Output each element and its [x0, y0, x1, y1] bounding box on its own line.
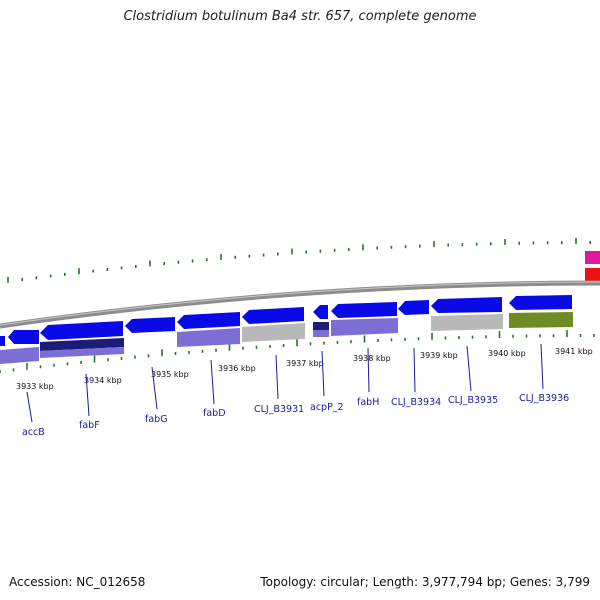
leader-line: [367, 347, 370, 393]
magenta-feature[interactable]: [585, 251, 600, 264]
feature-bar-CLJ_B3931[interactable]: [242, 323, 305, 342]
leader-line: [85, 373, 90, 417]
leader-line: [275, 354, 279, 400]
leader-line: [26, 391, 33, 423]
gene-label-CLJ_B3936[interactable]: CLJ_B3936: [519, 393, 569, 404]
kbp-label: 3938 kbp: [353, 354, 391, 363]
genome-summary-text: Topology: circular; Length: 3,977,794 bp…: [260, 575, 590, 589]
gene-label-accB[interactable]: accB: [22, 427, 45, 438]
kbp-scale-ticks: [0, 330, 595, 373]
gene-label-acpP_2[interactable]: acpP_2: [310, 402, 344, 413]
leader-line: [321, 350, 325, 397]
gc-skew-ticks: [7, 238, 592, 283]
leader-line: [466, 345, 472, 392]
gene-label-fabH[interactable]: fabH: [357, 397, 379, 408]
gene-arrow-accB[interactable]: [0, 336, 5, 346]
map-title: Clostridium botulinum Ba4 str. 657, comp…: [123, 9, 477, 24]
cds-bar-fabH[interactable]: [331, 318, 398, 336]
feature-bars: [0, 312, 573, 364]
accession-text: Accession: NC_012658: [9, 575, 146, 589]
gene-label-fabG[interactable]: fabG: [145, 414, 168, 425]
kbp-label: 3937 kbp: [286, 359, 324, 368]
gene-arrows: [0, 295, 572, 346]
gene-arrow-fabH[interactable]: [331, 302, 397, 318]
kbp-label: 3936 kbp: [218, 364, 256, 373]
cds-bar-acpP_2[interactable]: [313, 330, 329, 337]
feature-bar-CLJ_B3936[interactable]: [509, 312, 573, 328]
gene-label-fabF[interactable]: fabF: [79, 420, 100, 431]
gene-label-CLJ_B3934[interactable]: CLJ_B3934: [391, 397, 441, 408]
leader-line: [210, 359, 215, 405]
cds-bar-accB[interactable]: [0, 347, 39, 364]
leader-line: [540, 343, 544, 390]
gene-arrow-CLJ_B3935[interactable]: [431, 297, 502, 313]
gene-arrow-fabG[interactable]: [125, 317, 175, 333]
kbp-label: 3935 kbp: [151, 370, 189, 379]
gene-leader-lines: [26, 343, 544, 423]
kbp-label: 3941 kbp: [555, 347, 593, 356]
gene-label-CLJ_B3935[interactable]: CLJ_B3935: [448, 395, 498, 406]
gene-arrow-CLJ_B3934[interactable]: [398, 300, 429, 315]
gene-arrow-accB-2[interactable]: [8, 330, 39, 344]
gene-arrow-fabF[interactable]: [40, 321, 123, 340]
gene-label-CLJ_B3931[interactable]: CLJ_B3931: [254, 404, 304, 415]
kbp-label: 3933 kbp: [16, 382, 54, 391]
red-feature[interactable]: [585, 268, 600, 281]
kbp-label: 3940 kbp: [488, 349, 526, 358]
kbp-labels: 3933 kbp 3934 kbp 3935 kbp 3936 kbp 3937…: [16, 347, 593, 391]
kbp-label: 3934 kbp: [84, 376, 122, 385]
leader-line: [151, 366, 158, 410]
gene-arrow-CLJ_B3931[interactable]: [242, 307, 304, 324]
gene-labels: accB fabF fabG fabD CLJ_B3931 acpP_2 fab…: [22, 393, 569, 438]
gene-arrow-fabD[interactable]: [177, 312, 240, 329]
feature-bar-CLJ_B3935[interactable]: [431, 314, 503, 331]
cds-bar-fabD[interactable]: [177, 328, 240, 347]
genome-backbone-highlight: [0, 281, 600, 326]
gene-label-fabD[interactable]: fabD: [203, 408, 226, 419]
gene-arrow-acpP_2[interactable]: [313, 305, 328, 319]
gene-arrow-CLJ_B3936[interactable]: [509, 295, 572, 310]
cds-bar-fabF[interactable]: [40, 347, 124, 358]
genome-backbone: [0, 280, 600, 329]
cds-bar-acpP_2-dark[interactable]: [313, 322, 329, 330]
kbp-label: 3939 kbp: [420, 351, 458, 360]
cds-bar-fabF-dark[interactable]: [40, 338, 124, 351]
leader-line: [413, 347, 416, 393]
